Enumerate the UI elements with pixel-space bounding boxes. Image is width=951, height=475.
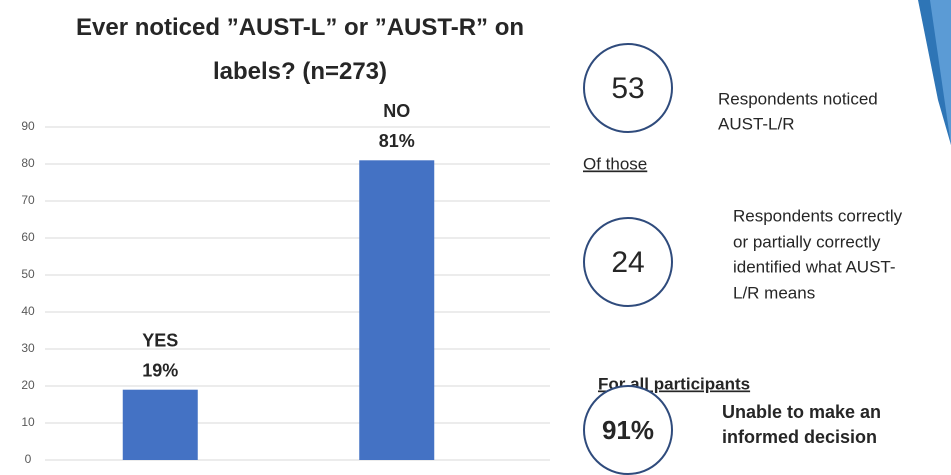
y-tick-label: 80	[21, 156, 35, 170]
value-label: 81%	[379, 131, 415, 151]
y-tick-label: 70	[21, 193, 35, 207]
value-label: 19%	[142, 360, 178, 380]
stat-number: 24	[611, 246, 644, 279]
category-label: YES	[142, 330, 178, 350]
bar	[123, 390, 198, 460]
of-those: Of those	[583, 154, 647, 173]
y-tick-label: 30	[21, 341, 35, 355]
y-tick-label: 0	[25, 452, 32, 466]
y-tick-label: 10	[21, 415, 35, 429]
stat-number: 91%	[602, 415, 654, 445]
y-tick-label: 60	[21, 230, 35, 244]
stat-text: informed decision	[722, 427, 877, 447]
stat-text: Unable to make an	[722, 402, 881, 422]
y-tick-label: 50	[21, 267, 35, 281]
y-tick-label: 40	[21, 304, 35, 318]
stat-text: Respondents noticed	[718, 89, 878, 108]
bar	[359, 160, 434, 460]
y-tick-label: 20	[21, 378, 35, 392]
stat-text: identified what AUST-	[733, 257, 896, 276]
chart-title: Ever noticed ”AUST-L” or ”AUST-R” on lab…	[40, 6, 560, 94]
stat-text: or partially correctly	[733, 232, 881, 251]
slide: 53 Respondents noticed AUST-L/R Of those…	[0, 0, 951, 475]
stat-text: Respondents correctly	[733, 206, 903, 225]
side-panel: 53 Respondents noticed AUST-L/R Of those…	[583, 44, 903, 474]
stat-number: 53	[611, 72, 644, 105]
y-tick-label: 90	[21, 119, 35, 133]
category-label: NO	[383, 101, 410, 121]
stat-text: AUST-L/R	[718, 114, 795, 133]
stat-text: L/R means	[733, 283, 815, 302]
